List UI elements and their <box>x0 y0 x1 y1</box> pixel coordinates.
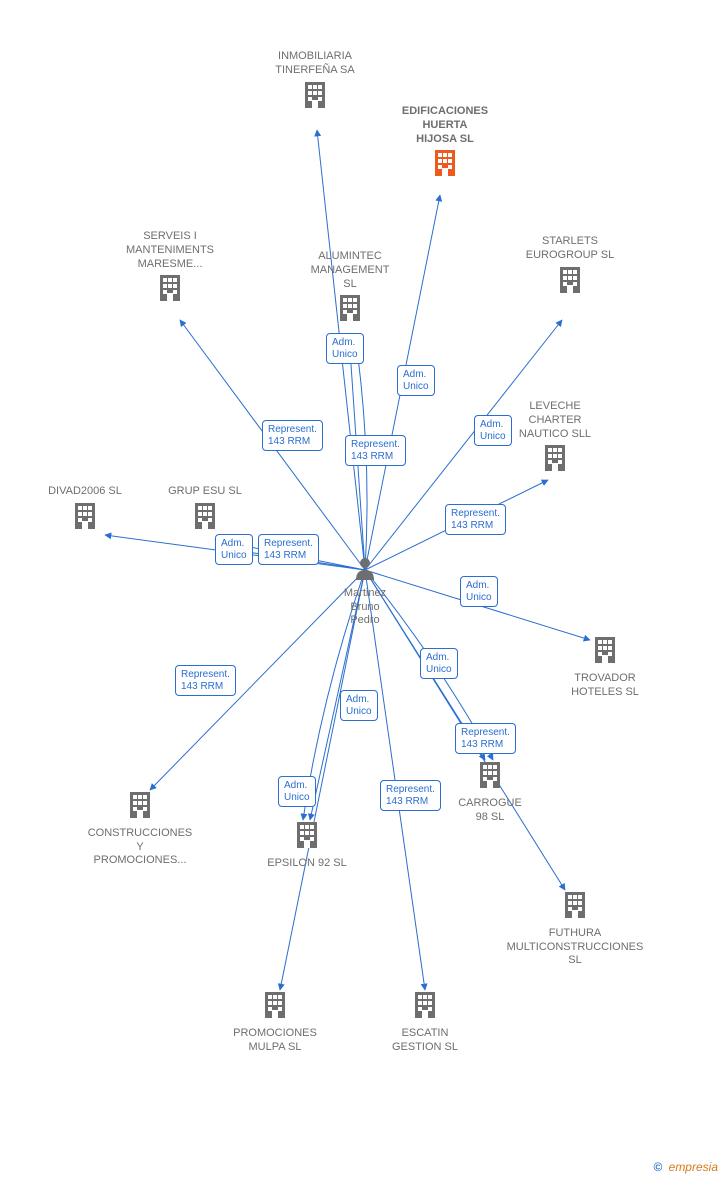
edge-label: Adm.Unico <box>460 576 498 607</box>
edge-label: Adm.Unico <box>474 415 512 446</box>
edge-label: Represent.143 RRM <box>175 665 236 696</box>
company-node-inmobiliaria[interactable]: INMOBILIARIATINERFEÑA SA <box>245 50 385 114</box>
edge-label: Adm.Unico <box>278 776 316 807</box>
company-label: EPSILON 92 SL <box>237 857 377 871</box>
company-label: ALUMINTECMANAGEMENTSL <box>280 250 420 291</box>
edge-label: Adm.Unico <box>215 534 253 565</box>
company-node-escatin[interactable]: ESCATINGESTION SL <box>355 990 495 1056</box>
company-label: INMOBILIARIATINERFEÑA SA <box>245 50 385 78</box>
company-node-epsilon[interactable]: EPSILON 92 SL <box>237 820 377 873</box>
company-label: PROMOCIONESMULPA SL <box>205 1027 345 1055</box>
company-node-starlets[interactable]: STARLETSEUROGROUP SL <box>500 235 640 299</box>
company-node-construcciones[interactable]: CONSTRUCCIONESYPROMOCIONES... <box>70 790 210 870</box>
company-node-carrogue[interactable]: CARROGUE98 SL <box>420 760 560 826</box>
center-label: MartinezBrunoPedro <box>325 587 405 628</box>
company-node-promociones[interactable]: PROMOCIONESMULPA SL <box>205 990 345 1056</box>
company-node-divad[interactable]: DIVAD2006 SL <box>15 485 155 536</box>
company-node-serveis[interactable]: SERVEIS IMANTENIMENTSMARESME... <box>100 230 240 308</box>
edge-label: Adm.Unico <box>420 648 458 679</box>
company-node-futhura[interactable]: FUTHURAMULTICONSTRUCCIONES SL <box>505 890 645 970</box>
edge-label: Represent.143 RRM <box>445 504 506 535</box>
edge-label: Represent.143 RRM <box>345 435 406 466</box>
company-label: CARROGUE98 SL <box>420 797 560 825</box>
copyright-symbol: © <box>653 1160 662 1174</box>
company-label: EDIFICACIONESHUERTAHIJOSA SL <box>375 105 515 146</box>
company-label: CONSTRUCCIONESYPROMOCIONES... <box>70 827 210 868</box>
edge-label: Adm.Unico <box>326 333 364 364</box>
edge-label: Represent.143 RRM <box>455 723 516 754</box>
company-label: FUTHURAMULTICONSTRUCCIONES SL <box>505 927 645 968</box>
company-label: ESCATINGESTION SL <box>355 1027 495 1055</box>
edge-label: Represent.143 RRM <box>258 534 319 565</box>
company-label: DIVAD2006 SL <box>15 485 155 499</box>
edge-label: Adm.Unico <box>397 365 435 396</box>
company-node-alumintec[interactable]: ALUMINTECMANAGEMENTSL <box>280 250 420 328</box>
edge-label: Represent.143 RRM <box>380 780 441 811</box>
edge-label: Represent.143 RRM <box>262 420 323 451</box>
edge-label: Adm.Unico <box>340 690 378 721</box>
footer: © empresia <box>653 1160 718 1174</box>
center-person[interactable]: MartinezBrunoPedro <box>325 556 405 630</box>
company-label: TROVADORHOTELES SL <box>535 672 675 700</box>
company-label: STARLETSEUROGROUP SL <box>500 235 640 263</box>
company-label: GRUP ESU SL <box>135 485 275 499</box>
company-node-grupesu[interactable]: GRUP ESU SL <box>135 485 275 536</box>
company-node-edificaciones[interactable]: EDIFICACIONESHUERTAHIJOSA SL <box>375 105 515 183</box>
company-node-trovador[interactable]: TROVADORHOTELES SL <box>535 635 675 701</box>
brand-name: empresia <box>669 1160 718 1174</box>
company-label: SERVEIS IMANTENIMENTSMARESME... <box>100 230 240 271</box>
